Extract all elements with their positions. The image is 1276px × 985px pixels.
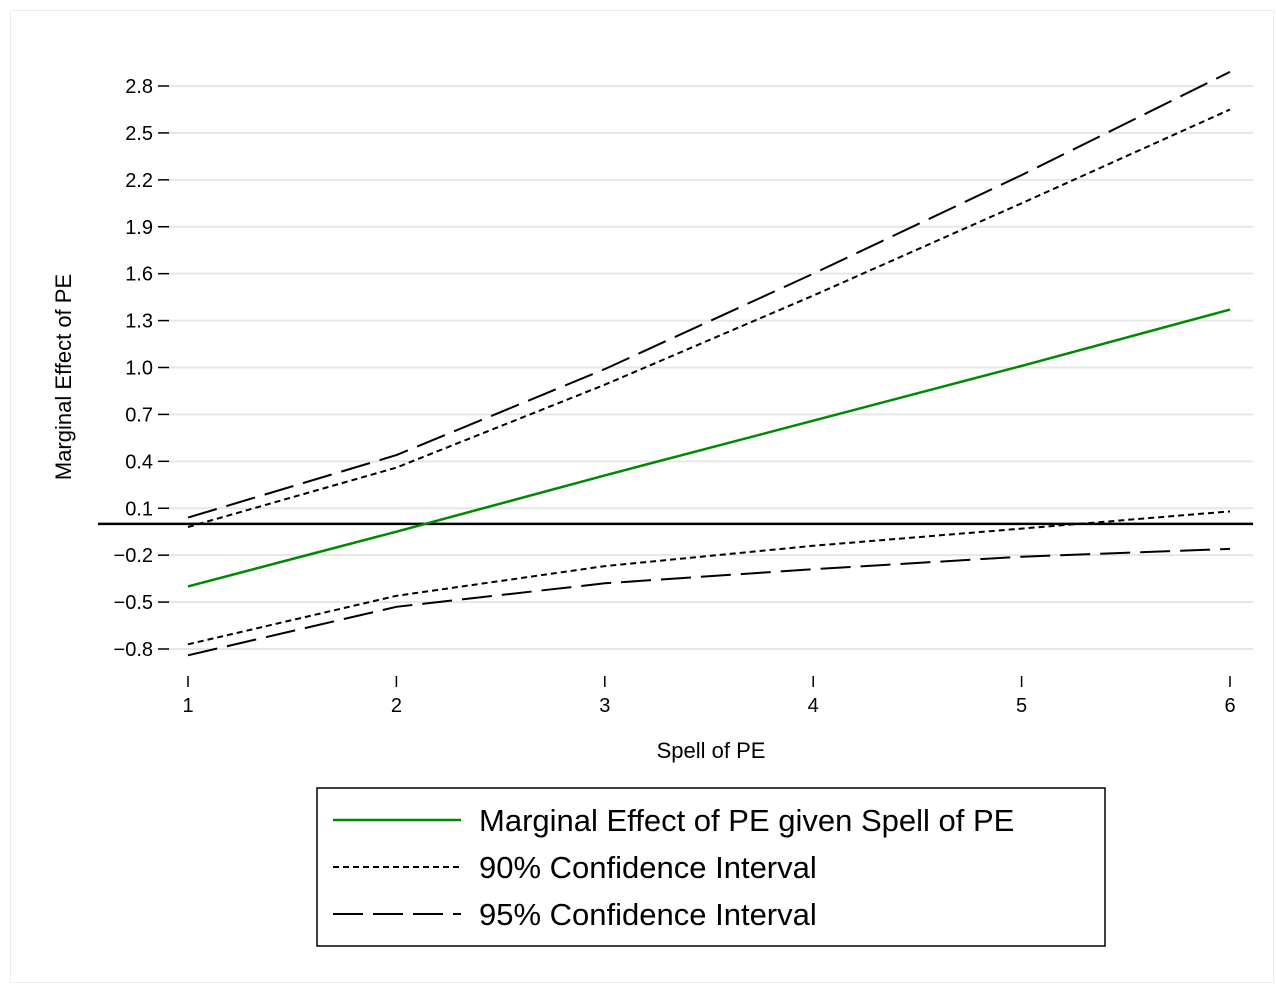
legend-label-95-ci: 95% Confidence Interval [479, 897, 817, 932]
ci95-lower-line [187, 547, 1231, 657]
marginal-effect-chart: −0.8 −0.5 −0.2 0.1 0.4 0.7 1.0 1.3 1.6 1.9 2.2 2.5 2… [51, 71, 1253, 947]
y-tick-label: 0.1 [125, 498, 153, 520]
x-tick-label: 2 [391, 695, 402, 717]
series-lines [98, 71, 1253, 657]
y-tick-label: 1.9 [125, 217, 153, 239]
y-tick-label: −0.8 [114, 639, 153, 661]
y-axis: −0.8 −0.5 −0.2 0.1 0.4 0.7 1.0 1.3 1.6 1.9 2.2 2.5 2… [114, 76, 169, 661]
y-tick-label: 1.0 [125, 358, 153, 380]
x-tick-label: 1 [182, 695, 193, 717]
legend-box [316, 787, 1106, 947]
x-axis: 1 2 3 4 5 6 [182, 676, 1236, 717]
y-tick-label: −0.2 [114, 545, 153, 567]
ci95-upper-line [187, 71, 1231, 519]
y-tick-label: 0.4 [125, 451, 153, 473]
x-tick-label: 3 [599, 695, 610, 717]
y-tick-label: −0.5 [114, 592, 153, 614]
legend-label-90-ci: 90% Confidence Interval [479, 850, 817, 885]
legend: Marginal Effect of PE given Spell of PE … [316, 787, 1106, 947]
y-tick-label: 1.6 [125, 264, 153, 286]
x-tick-label: 6 [1224, 695, 1235, 717]
x-tick-label: 4 [808, 695, 819, 717]
y-tick-label: 2.2 [125, 170, 153, 192]
legend-label-marginal-effect: Marginal Effect of PE given Spell of PE [479, 803, 1014, 838]
ci90-upper-line [187, 108, 1231, 528]
y-tick-label: 2.5 [125, 123, 153, 145]
chart-frame: −0.8 −0.5 −0.2 0.1 0.4 0.7 1.0 1.3 1.6 1.9 2.2 2.5 2… [10, 10, 1274, 983]
grid-lines [168, 85, 1253, 650]
y-tick-label: 1.3 [125, 311, 153, 333]
marginal-effect-line [187, 308, 1231, 588]
x-axis-title: Spell of PE [657, 738, 766, 763]
y-axis-title: Marginal Effect of PE [51, 274, 76, 480]
ci90-lower-line [187, 510, 1231, 646]
y-tick-label: 0.7 [125, 404, 153, 426]
y-tick-label: 2.8 [125, 76, 153, 98]
x-tick-label: 5 [1016, 695, 1027, 717]
